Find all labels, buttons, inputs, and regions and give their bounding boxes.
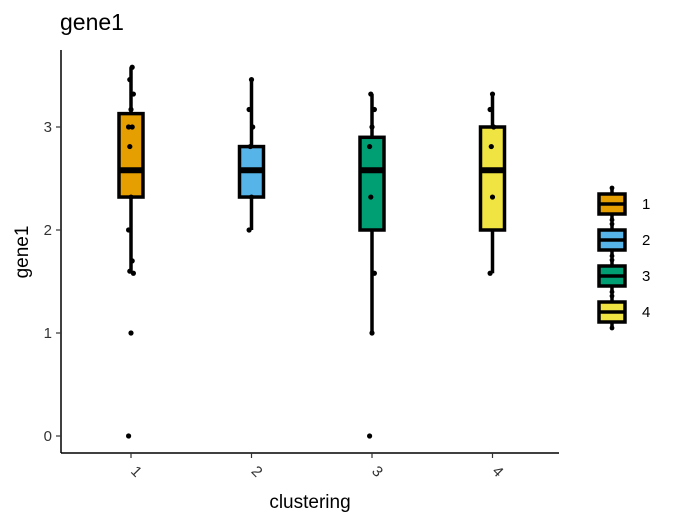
data-point xyxy=(129,64,135,70)
axes xyxy=(60,50,559,454)
data-point xyxy=(246,227,252,233)
data-point xyxy=(127,143,133,150)
data-point xyxy=(489,194,496,200)
x-tick-label: 1 xyxy=(127,463,145,481)
data-point xyxy=(489,91,496,97)
data-point xyxy=(129,124,135,130)
points-group xyxy=(126,64,136,439)
data-point xyxy=(250,124,256,130)
data-point xyxy=(129,258,135,264)
legend-label: 4 xyxy=(642,304,650,321)
x-axis-title: clustering xyxy=(269,492,350,513)
data-point xyxy=(488,143,494,150)
data-point xyxy=(127,268,133,274)
legend-key-point xyxy=(609,289,615,295)
box-rect xyxy=(358,135,386,232)
data-point xyxy=(367,433,373,439)
data-point xyxy=(491,124,497,130)
y-axis-ticks: 0 1 2 3 xyxy=(44,119,61,445)
y-tick-label: 0 xyxy=(44,428,52,445)
data-point xyxy=(487,270,493,276)
x-axis-ticks: 1 2 3 4 xyxy=(127,453,507,481)
legend-key-point xyxy=(609,217,615,223)
data-point xyxy=(127,77,133,83)
data-point xyxy=(369,330,375,336)
points-group xyxy=(246,77,257,233)
data-point xyxy=(126,124,132,130)
legend-key-point xyxy=(609,253,615,259)
data-point xyxy=(246,106,252,113)
y-tick-label: 1 xyxy=(44,325,52,342)
legend-key-point xyxy=(609,185,615,191)
data-point xyxy=(128,330,134,336)
data-point xyxy=(487,106,493,113)
legend-key-point xyxy=(609,325,615,331)
legend-item: 1 xyxy=(597,185,650,223)
data-point xyxy=(371,106,377,113)
legend-item: 4 xyxy=(597,293,650,331)
data-point xyxy=(251,167,257,173)
data-point xyxy=(371,270,377,276)
data-point xyxy=(126,227,132,233)
legend-key-point xyxy=(609,221,615,227)
data-point xyxy=(370,167,376,173)
data-point xyxy=(128,106,134,113)
data-point xyxy=(247,143,253,150)
legend-key-point xyxy=(609,293,615,299)
x-tick-label: 3 xyxy=(368,463,386,481)
points-group xyxy=(367,91,377,439)
data-point xyxy=(367,143,373,150)
x-tick-label: 4 xyxy=(489,463,507,481)
box-group xyxy=(358,94,386,333)
legend-item: 3 xyxy=(597,257,650,295)
plot-panel xyxy=(117,64,507,439)
data-point xyxy=(368,91,374,97)
data-point xyxy=(368,194,374,200)
chart-title: gene1 xyxy=(60,9,124,35)
legend-item: 2 xyxy=(597,221,650,259)
data-point xyxy=(130,167,136,173)
data-point xyxy=(126,433,132,439)
legend-key-point xyxy=(609,257,615,263)
legend: 1 2 3 4 xyxy=(597,185,650,331)
box-group xyxy=(237,79,266,230)
data-point xyxy=(248,194,255,200)
data-point xyxy=(130,91,136,97)
box-rect xyxy=(478,125,507,232)
data-point xyxy=(369,124,375,130)
box-group xyxy=(478,94,507,274)
points-group xyxy=(487,91,498,276)
data-point xyxy=(492,167,498,173)
legend-label: 3 xyxy=(642,268,650,285)
y-axis-title: gene1 xyxy=(12,226,33,279)
data-point xyxy=(248,77,255,83)
data-point xyxy=(128,194,134,200)
x-tick-label: 2 xyxy=(248,463,266,481)
legend-label: 2 xyxy=(642,232,650,249)
y-tick-label: 3 xyxy=(44,119,52,136)
y-tick-label: 2 xyxy=(44,222,52,239)
legend-label: 1 xyxy=(642,196,650,213)
